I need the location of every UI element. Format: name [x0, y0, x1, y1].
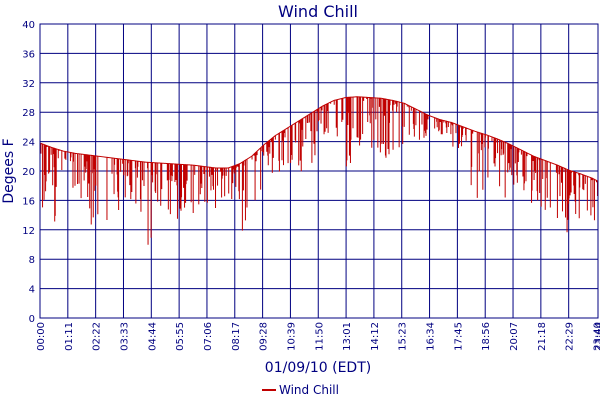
x-tick-label: 10:39 — [286, 322, 297, 351]
y-tick-label: 16 — [22, 196, 35, 207]
y-tick-labels: 0 4 8 12 16 20 24 28 32 36 40 — [22, 20, 35, 325]
x-tick-label: 18:56 — [481, 322, 492, 351]
x-tick-label: 22:29 — [565, 322, 576, 351]
legend-label: Wind Chill — [279, 383, 339, 397]
chart-title: Wind Chill — [278, 2, 358, 21]
x-tick-label: 03:33 — [119, 322, 130, 351]
x-tick-label: 04:44 — [147, 322, 158, 351]
y-tick-label: 12 — [22, 226, 35, 237]
x-tick-label: 00:00 — [36, 322, 47, 351]
x-tick-label: 23:44 — [594, 322, 600, 351]
series-wind-chill — [39, 96, 599, 245]
y-tick-label: 20 — [22, 167, 35, 178]
x-tick-label: 11:50 — [314, 322, 325, 351]
y-tick-label: 4 — [29, 285, 35, 296]
x-tick-label: 02:22 — [92, 322, 103, 351]
x-tick-labels: 00:00 01:11 02:22 03:33 04:44 05:55 07:06 08:17… — [36, 322, 600, 351]
y-axis-label: Degees F — [1, 138, 17, 203]
plot-frame — [39, 23, 599, 319]
y-tick-label: 40 — [22, 20, 35, 31]
x-tick-label: 09:28 — [259, 322, 270, 351]
x-tick-label: 14:12 — [370, 322, 381, 351]
x-tick-label: 07:06 — [203, 322, 214, 351]
y-tick-label: 36 — [22, 49, 35, 60]
x-tick-label: 13:01 — [342, 322, 353, 351]
legend: Wind Chill — [262, 383, 339, 397]
x-tick-label: 21:18 — [537, 322, 548, 351]
x-tick-label: 15:23 — [398, 322, 409, 351]
x-tick-label: 20:07 — [509, 322, 520, 351]
x-axis-label: 01/09/10 (EDT) — [265, 360, 371, 376]
x-tick-label: 05:55 — [175, 322, 186, 351]
y-tick-label: 24 — [22, 138, 35, 149]
x-tick-label: 17:45 — [453, 322, 464, 351]
x-tick-label: 08:17 — [231, 322, 242, 351]
y-tick-label: 28 — [22, 108, 35, 119]
series-line-wind-chill — [39, 96, 599, 245]
x-tick-label: 23:40 — [593, 322, 600, 351]
y-tick-label: 8 — [29, 255, 35, 266]
y-tick-label: 32 — [22, 79, 35, 90]
y-tick-label: 0 — [29, 314, 35, 325]
x-tick-label: 16:34 — [426, 322, 437, 351]
x-tick-label: 01:11 — [64, 322, 75, 351]
